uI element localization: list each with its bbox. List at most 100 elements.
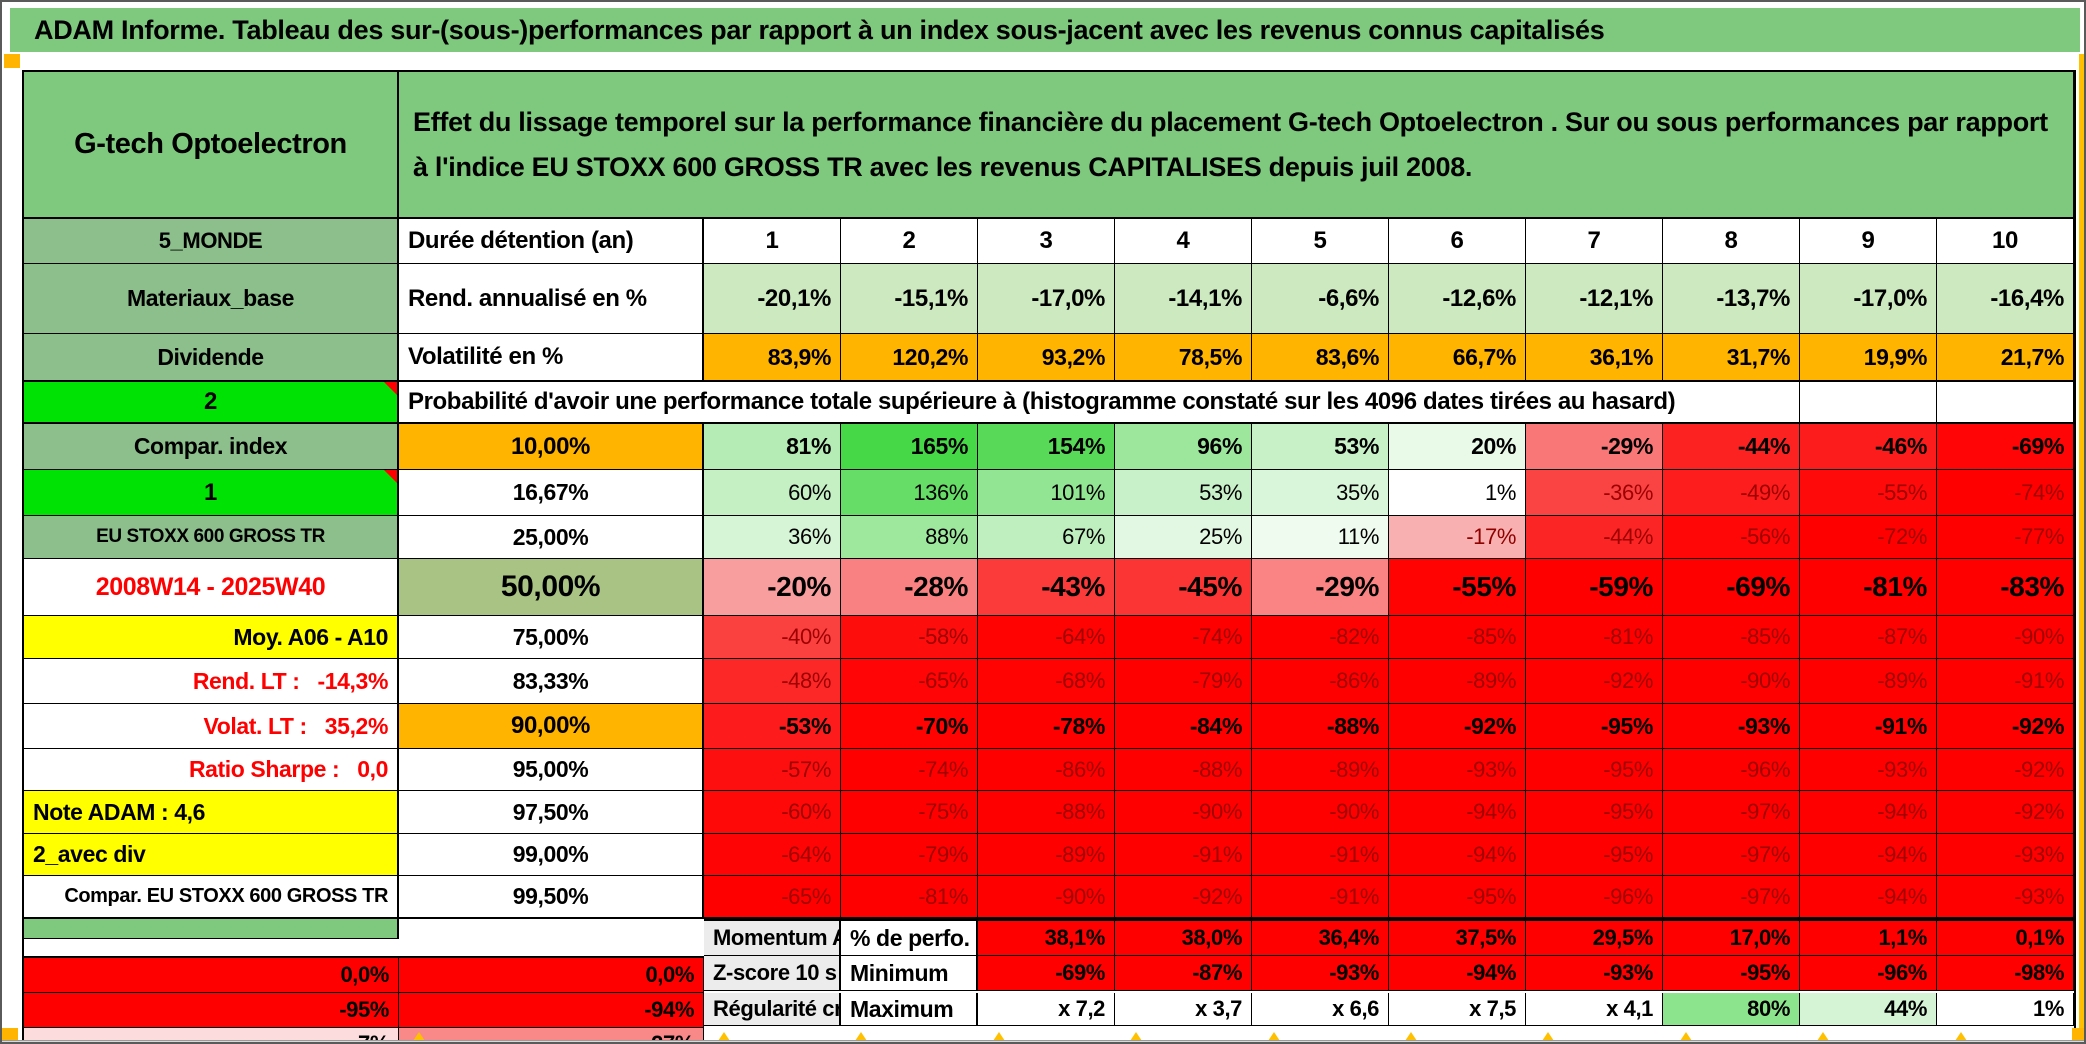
data-cell[interactable]: 20%: [1389, 424, 1526, 470]
data-cell[interactable]: -94%: [1389, 956, 1526, 991]
data-cell[interactable]: -95%: [24, 993, 399, 1028]
data-cell[interactable]: -94%: [1800, 834, 1937, 876]
data-cell[interactable]: 4: [1115, 219, 1252, 264]
data-cell[interactable]: -94%: [399, 993, 704, 1028]
data-cell[interactable]: -16,4%: [1937, 264, 2074, 334]
row-label[interactable]: [24, 919, 399, 939]
row-metric[interactable]: 99,50%: [399, 876, 704, 919]
data-cell[interactable]: 5: [1252, 219, 1389, 264]
data-cell[interactable]: -85%: [1663, 616, 1800, 659]
data-cell[interactable]: -79%: [1115, 659, 1252, 704]
data-cell[interactable]: -65%: [841, 659, 978, 704]
data-cell[interactable]: -69%: [978, 956, 1115, 991]
data-cell[interactable]: 154%: [978, 424, 1115, 470]
data-cell[interactable]: -93%: [1252, 956, 1389, 991]
data-cell[interactable]: 165%: [841, 424, 978, 470]
data-cell[interactable]: -72%: [1800, 516, 1937, 559]
data-cell[interactable]: -29%: [1526, 424, 1663, 470]
data-cell[interactable]: -90%: [1115, 791, 1252, 834]
data-cell[interactable]: -87%: [1800, 616, 1937, 659]
data-cell[interactable]: -36%: [1526, 470, 1663, 516]
data-cell[interactable]: -14,1%: [1115, 264, 1252, 334]
data-cell[interactable]: -95%: [1663, 956, 1800, 991]
data-cell[interactable]: -96%: [1663, 749, 1800, 791]
data-cell[interactable]: -55%: [1389, 559, 1526, 616]
instrument-name-cell[interactable]: G-tech Optoelectron: [24, 72, 399, 219]
data-cell[interactable]: -89%: [1252, 749, 1389, 791]
data-cell[interactable]: -88%: [978, 791, 1115, 834]
data-cell[interactable]: -81%: [1526, 616, 1663, 659]
data-cell[interactable]: 10: [1937, 219, 2074, 264]
row-label[interactable]: 1: [24, 470, 399, 516]
data-cell[interactable]: -45%: [1115, 559, 1252, 616]
data-cell[interactable]: -95%: [1526, 704, 1663, 749]
data-cell[interactable]: -59%: [1526, 559, 1663, 616]
data-cell[interactable]: -95%: [1526, 834, 1663, 876]
data-cell[interactable]: -95%: [1526, 791, 1663, 834]
data-cell[interactable]: 53%: [1115, 470, 1252, 516]
data-cell[interactable]: x 3,7: [1115, 993, 1252, 1026]
data-cell[interactable]: -40%: [704, 616, 841, 659]
data-cell[interactable]: -69%: [1937, 424, 2074, 470]
data-cell[interactable]: -12,6%: [1389, 264, 1526, 334]
data-cell[interactable]: -87%: [1115, 956, 1252, 991]
gap-filler[interactable]: [399, 919, 704, 939]
data-cell[interactable]: -78%: [978, 704, 1115, 749]
row-label[interactable]: Compar. index: [24, 424, 399, 470]
data-cell[interactable]: -91%: [1800, 704, 1937, 749]
row-metric[interactable]: Rend. annualisé en %: [399, 264, 704, 334]
empty-cell[interactable]: [1800, 382, 1937, 424]
data-cell[interactable]: 0,0%: [24, 956, 399, 993]
data-cell[interactable]: 1,1%: [1800, 919, 1937, 956]
data-cell[interactable]: 36%: [704, 516, 841, 559]
row-label[interactable]: EU STOXX 600 GROSS TR: [24, 516, 399, 559]
data-cell[interactable]: -69%: [1663, 559, 1800, 616]
row-label[interactable]: Momentum A/V : 15 (10=neutre): [704, 919, 841, 956]
data-cell[interactable]: -74%: [1937, 470, 2074, 516]
data-cell[interactable]: -64%: [704, 834, 841, 876]
data-cell[interactable]: 38,0%: [1115, 919, 1252, 956]
row-metric[interactable]: Durée détention (an): [399, 219, 704, 264]
row-label[interactable]: Dividende: [24, 334, 399, 382]
row-metric[interactable]: 25,00%: [399, 516, 704, 559]
data-cell[interactable]: -13,7%: [1663, 264, 1800, 334]
data-cell[interactable]: 31,7%: [1663, 334, 1800, 382]
data-cell[interactable]: 83,6%: [1252, 334, 1389, 382]
data-cell[interactable]: -43%: [978, 559, 1115, 616]
data-cell[interactable]: -44%: [1663, 424, 1800, 470]
row-label[interactable]: 2_avec div: [24, 834, 399, 876]
row-metric[interactable]: % de perfo. positive: [841, 919, 978, 956]
data-cell[interactable]: 96%: [1115, 424, 1252, 470]
data-cell[interactable]: -28%: [841, 559, 978, 616]
data-cell[interactable]: -88%: [1252, 704, 1389, 749]
data-cell[interactable]: 8: [1663, 219, 1800, 264]
data-cell[interactable]: -91%: [1937, 659, 2074, 704]
data-cell[interactable]: 37,5%: [1389, 919, 1526, 956]
data-cell[interactable]: -98%: [1937, 956, 2074, 991]
row-metric[interactable]: 75,00%: [399, 616, 704, 659]
data-cell[interactable]: 6: [1389, 219, 1526, 264]
row-label[interactable]: Régularité croiss. : 6,2 / 20: [704, 993, 841, 1026]
data-cell[interactable]: -92%: [1389, 704, 1526, 749]
data-cell[interactable]: -89%: [978, 834, 1115, 876]
row-label[interactable]: Note ADAM : 4,6: [24, 791, 399, 834]
data-cell[interactable]: -92%: [1937, 791, 2074, 834]
data-cell[interactable]: -95%: [1389, 876, 1526, 919]
data-cell[interactable]: -92%: [1115, 876, 1252, 919]
data-cell[interactable]: -89%: [1800, 659, 1937, 704]
data-cell[interactable]: -85%: [1389, 616, 1526, 659]
data-cell[interactable]: -49%: [1663, 470, 1800, 516]
data-cell[interactable]: -48%: [704, 659, 841, 704]
data-cell[interactable]: 17,0%: [1663, 919, 1800, 956]
row-metric[interactable]: Volatilité en %: [399, 334, 704, 382]
data-cell[interactable]: -79%: [841, 834, 978, 876]
data-cell[interactable]: -57%: [704, 749, 841, 791]
data-cell[interactable]: -15,1%: [841, 264, 978, 334]
data-cell[interactable]: x 7,2: [978, 993, 1115, 1026]
row-metric[interactable]: 90,00%: [399, 704, 704, 749]
data-cell[interactable]: -12,1%: [1526, 264, 1663, 334]
data-cell[interactable]: 1%: [1389, 470, 1526, 516]
row-metric[interactable]: Maximum: [841, 993, 978, 1026]
data-cell[interactable]: -92%: [1937, 749, 2074, 791]
row-label[interactable]: 5_MONDE: [24, 219, 399, 264]
